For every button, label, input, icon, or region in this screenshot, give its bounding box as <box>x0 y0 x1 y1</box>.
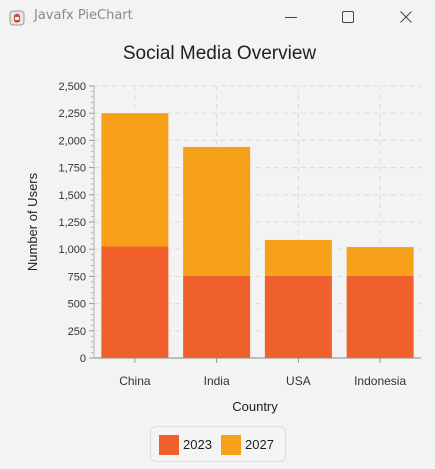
legend-label: 2023 <box>183 437 212 452</box>
y-tick-label: 1,000 <box>58 244 86 256</box>
x-tick-label: India <box>204 374 230 388</box>
x-axis-label: Country <box>232 399 278 414</box>
maximize-button[interactable] <box>325 0 371 34</box>
bar-2023-indonesia <box>346 275 414 358</box>
close-button[interactable] <box>383 0 429 34</box>
x-tick-label: China <box>119 374 151 388</box>
y-tick-label: 2,500 <box>58 81 86 93</box>
bar-2023-usa <box>264 275 332 358</box>
y-tick-label: 750 <box>68 271 86 283</box>
window-title: Javafx PieChart <box>34 8 133 23</box>
y-tick-label: 1,500 <box>58 190 86 202</box>
bar-2027-indonesia <box>346 247 414 276</box>
y-tick-label: 2,250 <box>58 108 86 120</box>
maximize-icon <box>342 11 354 23</box>
bar-2027-usa <box>264 239 332 276</box>
y-tick-label: 2,000 <box>58 135 86 147</box>
axes: 0 250 500 750 1,000 1,250 1,500 1,750 2,000 2,250… <box>58 81 421 388</box>
x-tick-label: Indonesia <box>354 374 406 388</box>
bars <box>101 113 414 358</box>
y-tick-label: 1,750 <box>58 163 86 175</box>
minimize-icon <box>285 17 297 18</box>
bar-chart: 0 250 500 750 1,000 1,250 1,500 1,750 2,000 2,250… <box>25 81 421 414</box>
bar-2023-china <box>101 246 169 358</box>
chart-title: Social Media Overview <box>122 43 317 64</box>
title-bar: Javafx PieChart <box>0 0 435 34</box>
java-app-icon <box>9 10 25 26</box>
bar-2027-china <box>101 113 169 247</box>
y-tick-label: 1,250 <box>58 217 86 229</box>
close-icon <box>400 11 412 23</box>
y-axis-label: Number of Users <box>25 172 40 271</box>
minimize-button[interactable] <box>268 0 314 34</box>
y-tick-label: 500 <box>68 299 86 311</box>
bar-2023-india <box>183 275 251 358</box>
bar-2027-india <box>183 146 251 276</box>
x-tick-label: USA <box>286 374 311 388</box>
y-tick-label: 0 <box>80 353 86 365</box>
legend-label: 2027 <box>245 437 274 452</box>
legend-swatch <box>221 435 241 455</box>
legend: 2023 2027 <box>150 426 286 462</box>
legend-swatch <box>159 435 179 455</box>
y-tick-label: 250 <box>68 326 86 338</box>
